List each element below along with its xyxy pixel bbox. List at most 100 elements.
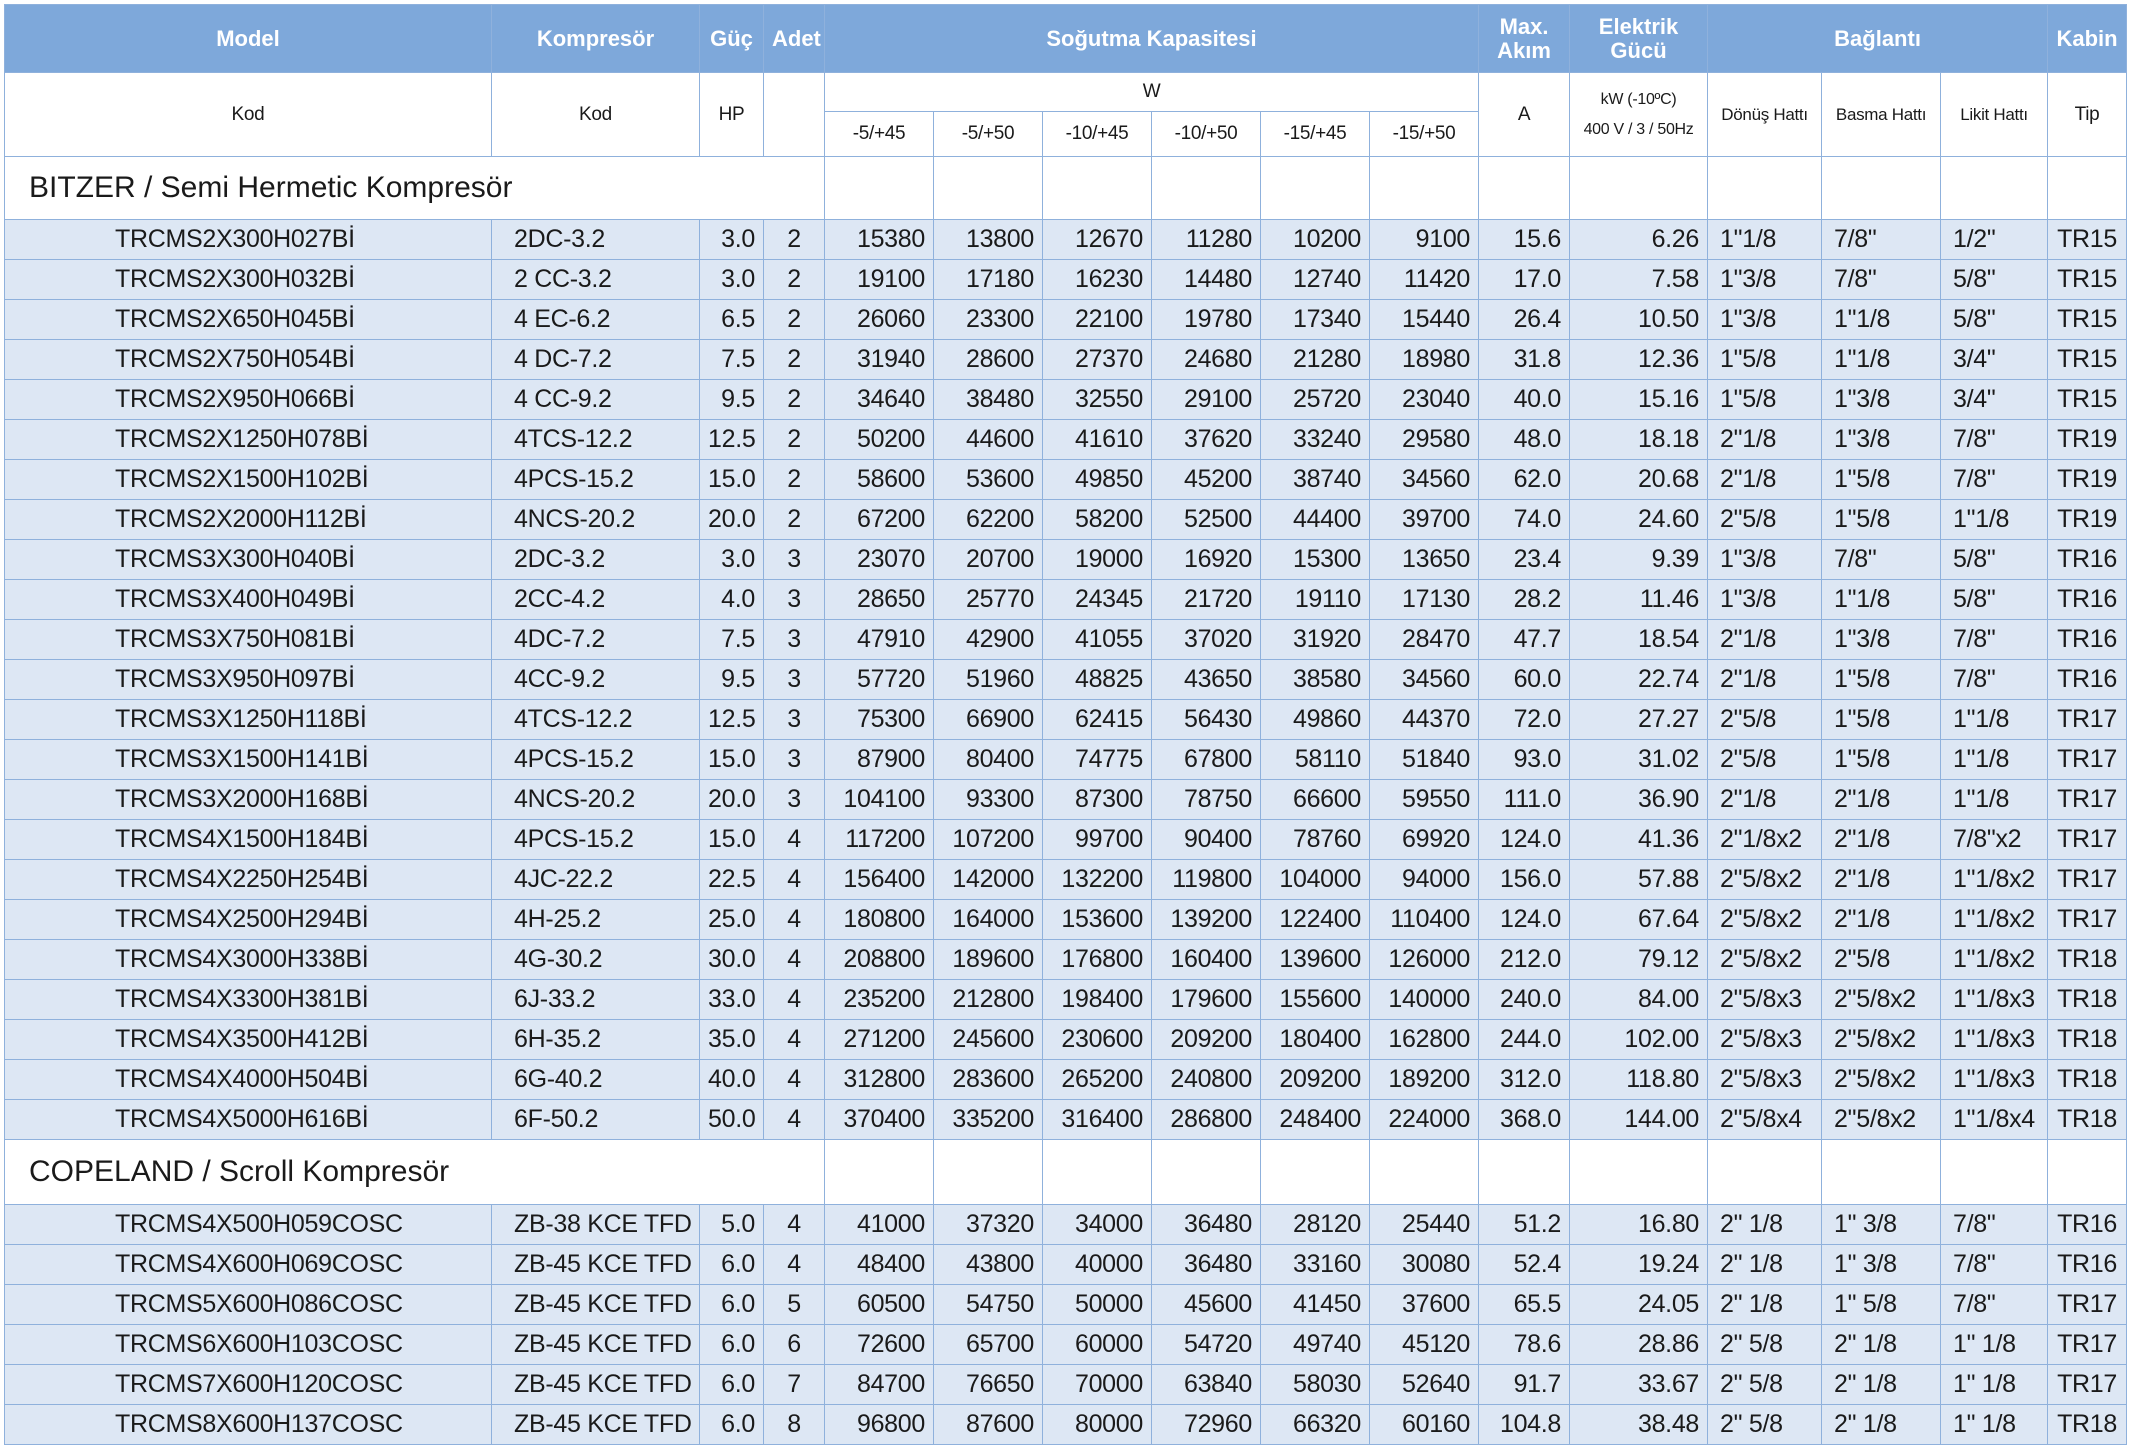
table-cell: 11280 bbox=[1151, 219, 1261, 260]
table-cell: 1"1/8 bbox=[1707, 219, 1823, 260]
header-cell: Elektrik Gücü bbox=[1569, 4, 1709, 73]
empty-cell bbox=[1821, 1139, 1942, 1205]
table-cell: 6.5 bbox=[699, 299, 764, 340]
table-cell: 240800 bbox=[1151, 1059, 1261, 1100]
electric-unit: kW (-10ºC) bbox=[1600, 90, 1677, 108]
data-row: TRCMS4X2500H294Bİ 4H-25.2 25.0 4 180800 16400… bbox=[4, 899, 2128, 940]
table-cell: 2 bbox=[763, 419, 825, 460]
table-cell: 41000 bbox=[824, 1204, 934, 1245]
table-cell: 24.60 bbox=[1569, 499, 1709, 540]
table-cell: 2"1/8 bbox=[1707, 419, 1823, 460]
header-cell: Kabin bbox=[2047, 4, 2128, 73]
table-cell: 16920 bbox=[1151, 539, 1261, 580]
table-cell: 3 bbox=[763, 739, 825, 780]
table-cell: 19.24 bbox=[1569, 1244, 1709, 1285]
table-cell: 75300 bbox=[824, 699, 934, 740]
table-cell: 156.0 bbox=[1478, 859, 1571, 900]
table-cell: 248400 bbox=[1260, 1099, 1370, 1140]
table-cell: 1"3/8 bbox=[1707, 259, 1823, 300]
empty-cell bbox=[824, 156, 934, 220]
table-cell: TRCMS3X1500H141Bİ bbox=[4, 739, 492, 780]
table-cell: 3 bbox=[763, 659, 825, 700]
table-cell: 6H-35.2 bbox=[491, 1019, 700, 1060]
table-cell: 20700 bbox=[933, 539, 1043, 580]
table-cell: 4PCS-15.2 bbox=[491, 819, 700, 860]
capacity-header: -15/+45 bbox=[1260, 111, 1370, 157]
table-cell: TRCMS4X500H059COSC bbox=[4, 1204, 492, 1245]
table-cell: 45200 bbox=[1151, 459, 1261, 500]
table-cell: 58600 bbox=[824, 459, 934, 500]
table-cell: 4 bbox=[763, 979, 825, 1020]
subheader-cell: Basma Hattı bbox=[1821, 72, 1942, 157]
table-cell: 2"5/8x2 bbox=[1821, 1059, 1942, 1100]
table-cell: 1"1/8x2 bbox=[1940, 859, 2049, 900]
table-cell: 9100 bbox=[1368, 219, 1480, 260]
table-cell: 7/8" bbox=[1940, 1204, 2049, 1245]
table-cell: 1"5/8 bbox=[1821, 499, 1942, 540]
table-cell: 1"3/8 bbox=[1821, 619, 1942, 660]
table-cell: 176800 bbox=[1042, 939, 1152, 980]
table-cell: 76650 bbox=[933, 1364, 1043, 1405]
table-cell: 2"1/8 bbox=[1821, 779, 1942, 820]
table-cell: 31.8 bbox=[1478, 339, 1571, 380]
table-cell: TR16 bbox=[2047, 579, 2128, 620]
table-cell: TR16 bbox=[2047, 539, 2128, 580]
table-cell: 17180 bbox=[933, 259, 1043, 300]
table-cell: 3.0 bbox=[699, 259, 764, 300]
section-title: BITZER / Semi Hermetic Kompresör bbox=[4, 156, 825, 220]
table-cell: TRCMS4X3000H338Bİ bbox=[4, 939, 492, 980]
subheader-cell: Kod bbox=[4, 72, 492, 157]
table-cell: 79.12 bbox=[1569, 939, 1709, 980]
table-cell: 42900 bbox=[933, 619, 1043, 660]
table-cell: TRCMS4X2250H254Bİ bbox=[4, 859, 492, 900]
table-cell: 2 bbox=[763, 219, 825, 260]
table-cell: ZB-45 KCE TFD bbox=[491, 1244, 700, 1285]
table-cell: 96800 bbox=[824, 1404, 934, 1445]
table-cell: 54720 bbox=[1151, 1324, 1261, 1365]
table-cell: 13650 bbox=[1368, 539, 1480, 580]
table-cell: 37620 bbox=[1151, 419, 1261, 460]
table-cell: 2 bbox=[763, 379, 825, 420]
table-cell: 2"1/8x2 bbox=[1707, 819, 1823, 860]
empty-cell bbox=[933, 156, 1043, 220]
table-cell: 69920 bbox=[1368, 819, 1480, 860]
table-cell: 111.0 bbox=[1478, 779, 1571, 820]
table-cell: 6.0 bbox=[699, 1364, 764, 1405]
table-cell: 104.8 bbox=[1478, 1404, 1571, 1445]
data-row: TRCMS6X600H103COSC ZB-45 KCE TFD 6.0 6 72600… bbox=[4, 1324, 2128, 1365]
table-cell: 7/8"x2 bbox=[1940, 819, 2049, 860]
table-cell: 23.4 bbox=[1478, 539, 1571, 580]
table-cell: 7/8" bbox=[1940, 459, 2049, 500]
table-cell: 65700 bbox=[933, 1324, 1043, 1365]
table-cell: 48.0 bbox=[1478, 419, 1571, 460]
table-cell: 5.0 bbox=[699, 1204, 764, 1245]
table-cell: TR17 bbox=[2047, 1364, 2128, 1405]
table-cell: 22.74 bbox=[1569, 659, 1709, 700]
table-cell: 26.4 bbox=[1478, 299, 1571, 340]
table-cell: 50000 bbox=[1042, 1284, 1152, 1325]
table-cell: 209200 bbox=[1260, 1059, 1370, 1100]
table-cell: 13800 bbox=[933, 219, 1043, 260]
data-row: TRCMS3X750H081Bİ 4DC-7.2 7.5 3 47910 42900 410… bbox=[4, 619, 2128, 660]
table-cell: 5/8" bbox=[1940, 579, 2049, 620]
table-cell: 58110 bbox=[1260, 739, 1370, 780]
table-cell: 78760 bbox=[1260, 819, 1370, 860]
table-cell: 9.5 bbox=[699, 659, 764, 700]
table-cell: 7/8" bbox=[1940, 659, 2049, 700]
table-cell: 144.00 bbox=[1569, 1099, 1709, 1140]
table-cell: 2"5/8x2 bbox=[1821, 1019, 1942, 1060]
table-cell: 38580 bbox=[1260, 659, 1370, 700]
table-cell: 94000 bbox=[1368, 859, 1480, 900]
header-cell: Bağlantı bbox=[1707, 4, 2049, 73]
table-cell: 6 bbox=[763, 1324, 825, 1365]
table-cell: 2" 5/8 bbox=[1707, 1324, 1823, 1365]
table-cell: TRCMS2X950H066Bİ bbox=[4, 379, 492, 420]
table-cell: TR15 bbox=[2047, 299, 2128, 340]
table-cell: 19000 bbox=[1042, 539, 1152, 580]
table-cell: 4 bbox=[763, 859, 825, 900]
table-cell: 4CC-9.2 bbox=[491, 659, 700, 700]
table-cell: 40000 bbox=[1042, 1244, 1152, 1285]
data-row: TRCMS4X3000H338Bİ 4G-30.2 30.0 4 208800 18960… bbox=[4, 939, 2128, 980]
table-cell: 1"5/8 bbox=[1821, 739, 1942, 780]
